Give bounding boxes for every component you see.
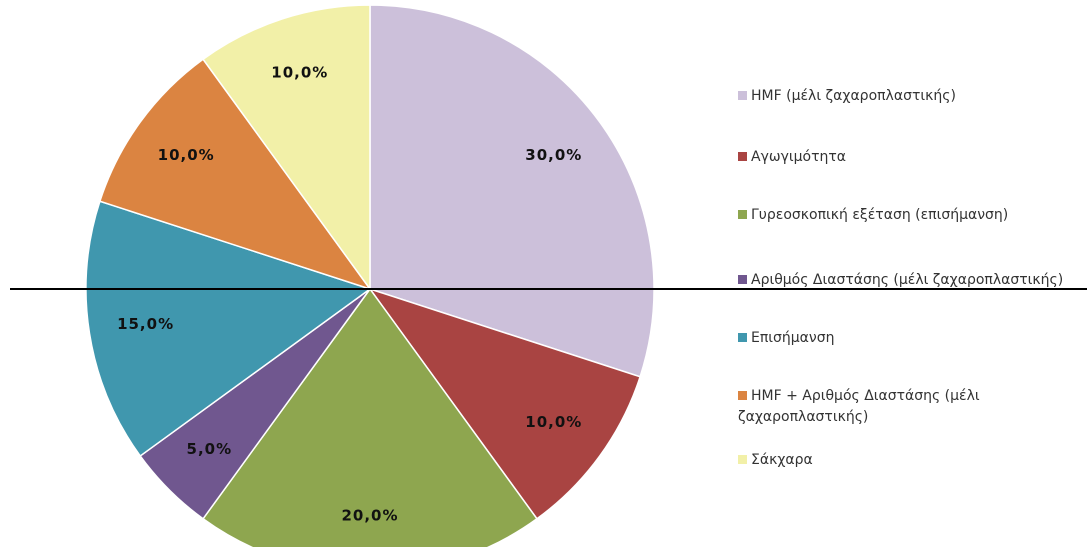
value-label: 30,0% bbox=[525, 146, 582, 164]
pie bbox=[85, 4, 655, 547]
legend-item: Σάκχαρα bbox=[738, 450, 1078, 471]
value-label: 10,0% bbox=[525, 413, 582, 431]
pie-slice bbox=[202, 287, 538, 547]
legend-label: Αγωγιμότητα bbox=[751, 149, 847, 165]
legend-item: HMF (μέλι ζαχαροπλαστικής) bbox=[738, 86, 1078, 107]
value-label: 20,0% bbox=[341, 507, 398, 525]
legend-swatch bbox=[738, 152, 747, 161]
legend-swatch bbox=[738, 275, 747, 284]
pie-slice bbox=[369, 4, 655, 378]
legend-swatch bbox=[738, 455, 747, 464]
legend-label: HMF + Αριθμός Διαστάσης (μέλι ζαχαροπλασ… bbox=[738, 388, 980, 425]
legend-label: Γυρεοσκοπική εξέταση (επισήμανση) bbox=[751, 207, 1009, 223]
legend-label: Αριθμός Διαστάσης (μέλι ζαχαροπλαστικής) bbox=[751, 272, 1064, 288]
pie-slice bbox=[98, 58, 372, 291]
legend-label: Επισήμανση bbox=[751, 330, 835, 346]
value-label: 10,0% bbox=[271, 63, 328, 81]
legend-item: Αγωγιμότητα bbox=[738, 147, 1078, 168]
value-label: 5,0% bbox=[187, 440, 233, 458]
pie-slice bbox=[202, 4, 371, 292]
value-label: 10,0% bbox=[158, 146, 215, 164]
legend-item: HMF + Αριθμός Διαστάσης (μέλι ζαχαροπλασ… bbox=[738, 386, 1078, 428]
legend-item: Επισήμανση bbox=[738, 328, 1078, 349]
pie-slice bbox=[85, 200, 372, 457]
legend-label: Σάκχαρα bbox=[751, 452, 813, 468]
legend-item: Αριθμός Διαστάσης (μέλι ζαχαροπλαστικής) bbox=[738, 270, 1078, 291]
legend-item: Γυρεοσκοπική εξέταση (επισήμανση) bbox=[738, 205, 1078, 226]
legend-swatch bbox=[738, 91, 747, 100]
legend-swatch bbox=[738, 210, 747, 219]
legend-label: HMF (μέλι ζαχαροπλαστικής) bbox=[751, 88, 956, 104]
legend-swatch bbox=[738, 333, 747, 342]
pie-slice bbox=[368, 287, 642, 520]
value-label: 15,0% bbox=[117, 315, 174, 333]
legend-swatch bbox=[738, 391, 747, 400]
value-labels: 30,0% 10,0% 20,0% 5,0% 15,0% 10,0% 10,0% bbox=[117, 63, 582, 525]
